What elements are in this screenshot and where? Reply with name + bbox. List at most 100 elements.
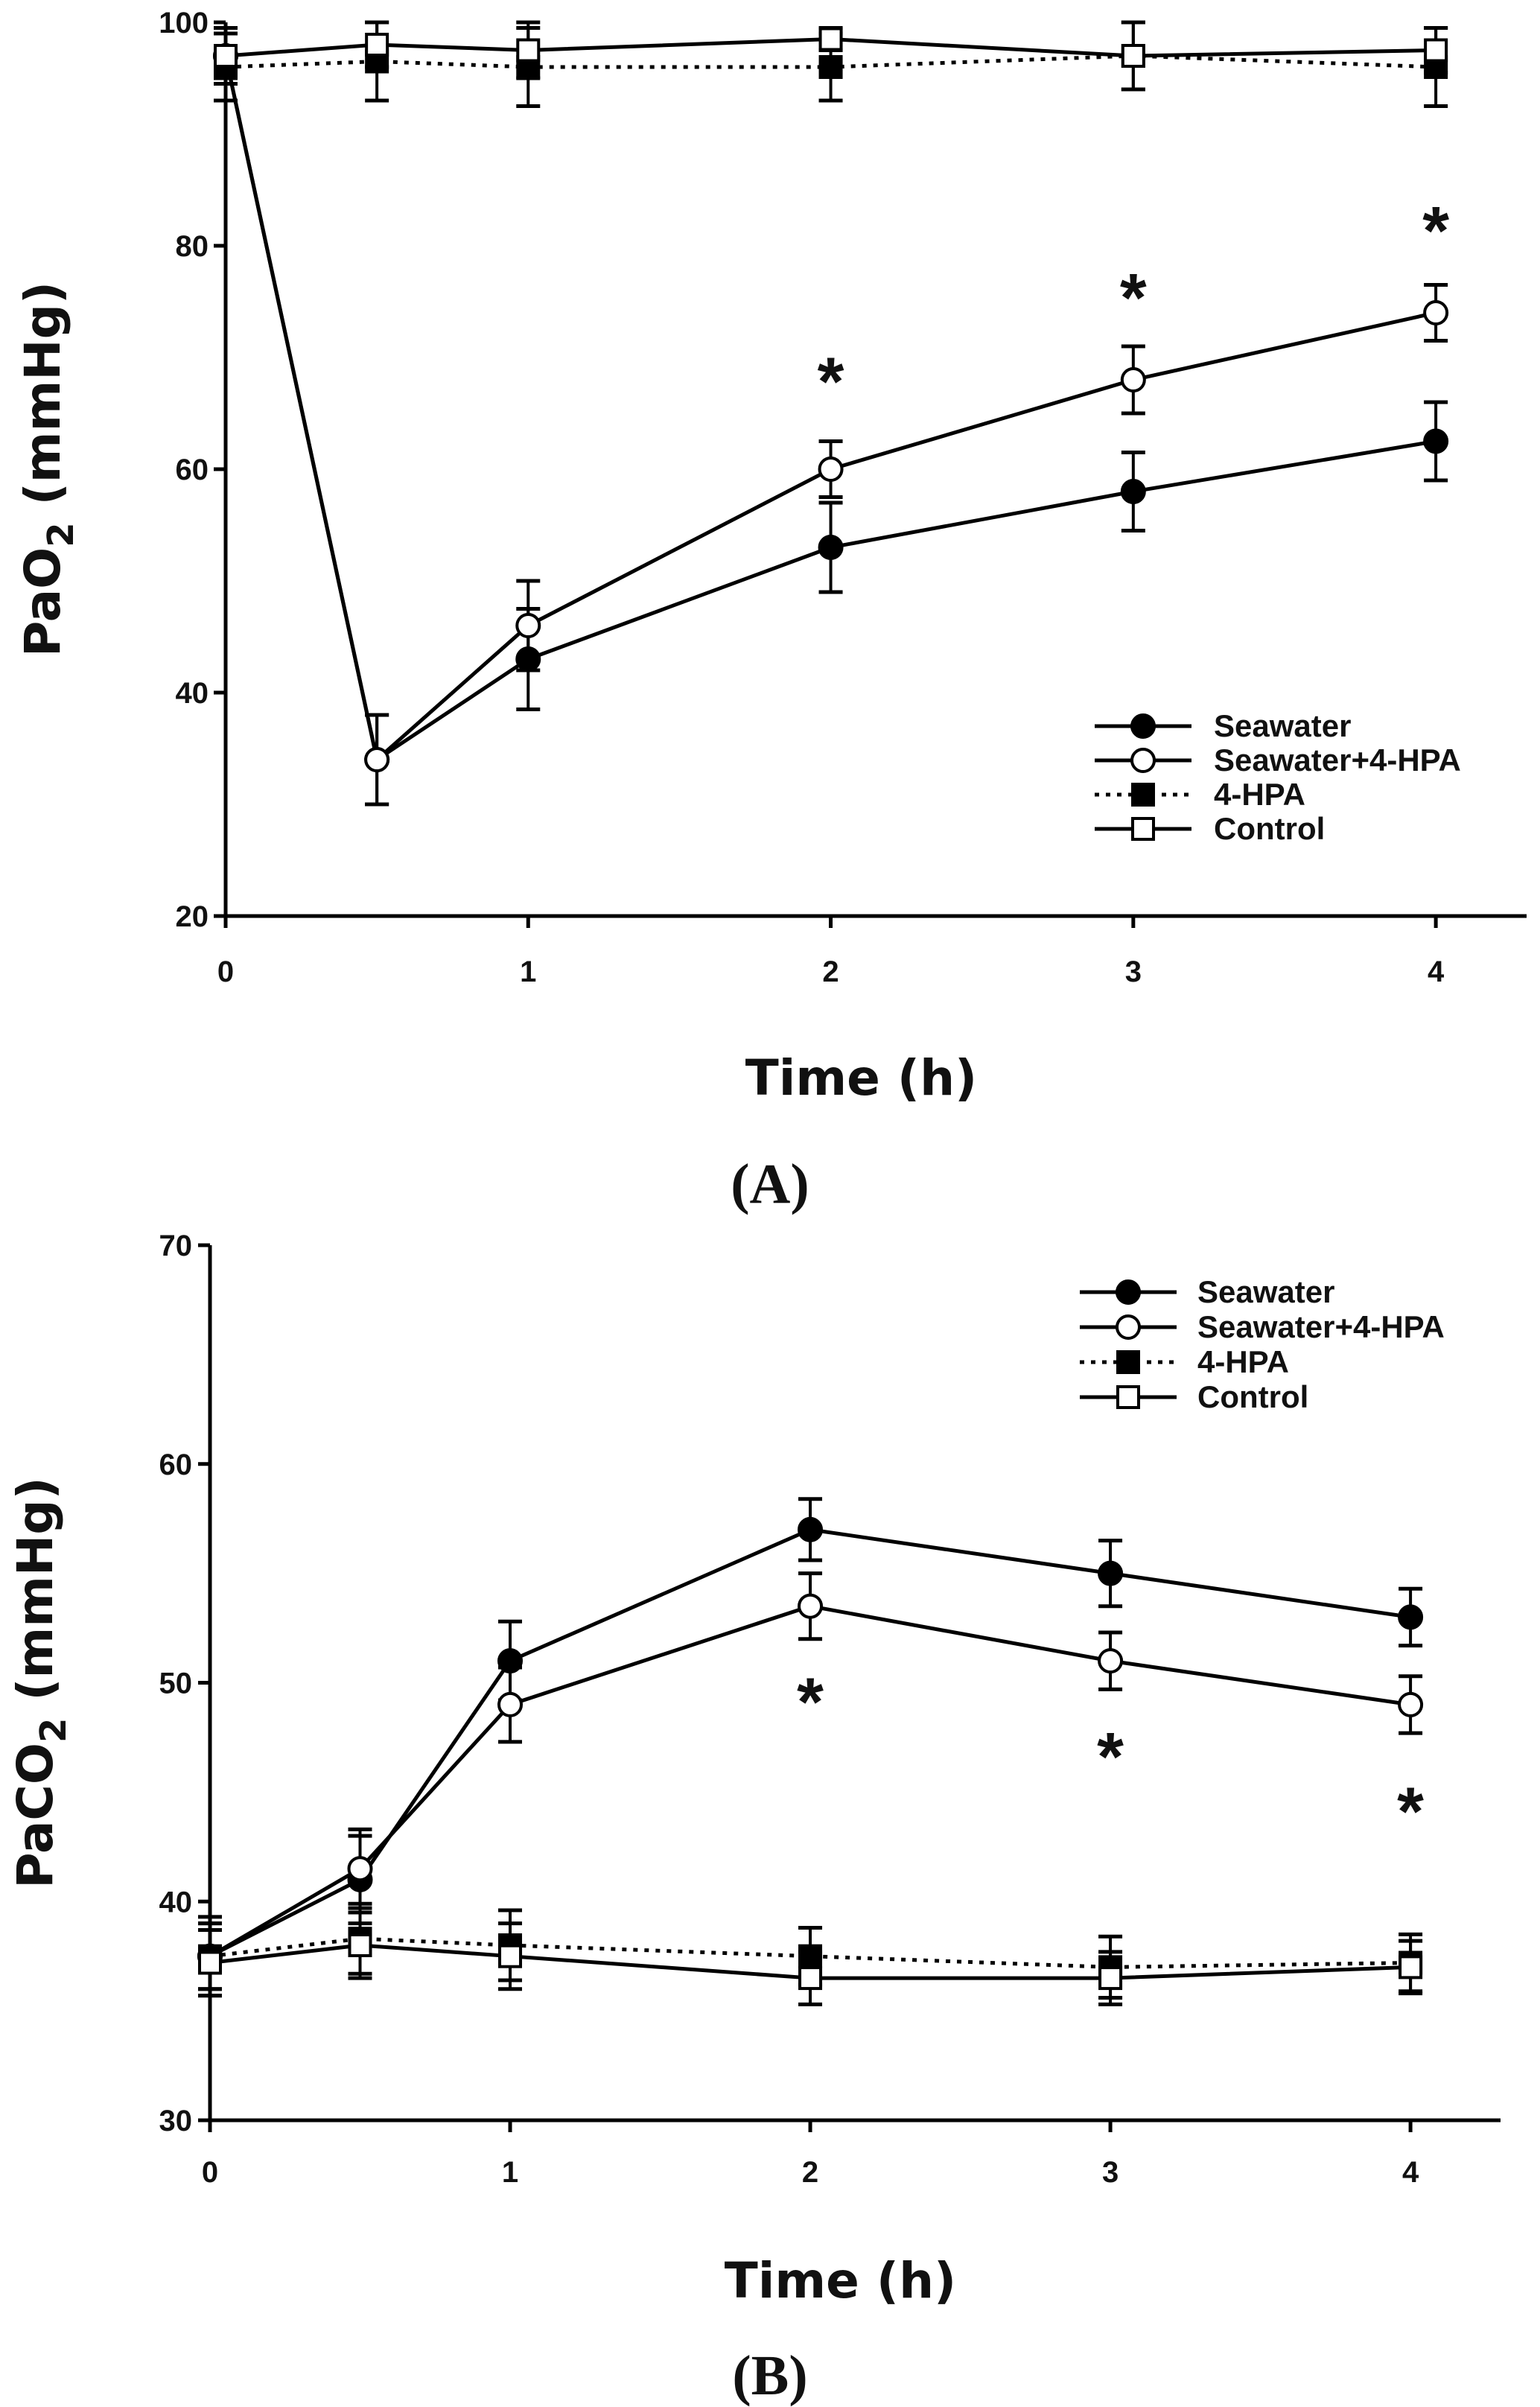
x-tick-label: 1 <box>502 2156 518 2189</box>
data-point <box>515 613 541 638</box>
data-point <box>348 1933 372 1957</box>
x-tick-label: 4 <box>1402 2156 1419 2189</box>
x-tick-label: 4 <box>1428 956 1445 988</box>
data-point <box>798 1516 824 1542</box>
legend-marker-control <box>1116 1385 1140 1409</box>
legend-marker-control <box>1131 817 1155 841</box>
data-point <box>818 27 843 51</box>
x-axis-label: Time (h) <box>745 1049 977 1107</box>
y-tick-label: 40 <box>176 677 209 710</box>
legend-label-control: Control <box>1197 1379 1308 1414</box>
data-point <box>497 1691 524 1717</box>
x-tick-label: 0 <box>217 956 234 988</box>
significance-star: * <box>818 344 844 420</box>
series-markers-control <box>198 1933 1423 1991</box>
x-tick-label: 2 <box>822 956 839 988</box>
data-point <box>1424 38 1448 63</box>
significance-star: * <box>1422 194 1449 270</box>
data-point <box>798 1593 824 1619</box>
legend-label-4-hpa: 4-HPA <box>1214 777 1305 812</box>
series-line-control <box>225 37 1436 58</box>
data-point <box>1423 428 1449 454</box>
series-markers-control <box>214 27 1448 68</box>
series-markers-seawater-plus-4-hpa <box>213 43 1449 772</box>
legend-marker-4-hpa <box>1131 783 1155 807</box>
series-line-seawater-plus-4-hpa <box>223 55 1436 762</box>
data-point <box>347 1856 373 1882</box>
x-tick-label: 3 <box>1102 2156 1119 2189</box>
data-point <box>516 38 541 63</box>
y-axis-label-subscript: 2 <box>40 522 82 547</box>
legend-marker-seawater <box>1116 1279 1141 1305</box>
data-point <box>798 1944 823 1968</box>
data-point <box>1120 367 1146 392</box>
data-point <box>1121 44 1145 68</box>
series-line-4-hpa <box>225 54 1436 69</box>
legend-label-4-hpa: 4-HPA <box>1197 1344 1289 1379</box>
panel-label-a: (A) <box>731 1153 809 1215</box>
data-point <box>818 535 844 560</box>
legend-label-seawater-plus-4-hpa: Seawater+4-HPA <box>1214 743 1461 778</box>
legend-label-control: Control <box>1214 811 1325 846</box>
data-point <box>818 457 844 482</box>
data-point <box>1098 1966 1123 1991</box>
legend-marker-seawater-plus-4-hpa <box>1130 748 1156 773</box>
y-tick-label: 80 <box>176 230 209 263</box>
data-point <box>515 646 541 672</box>
y-tick-label: 70 <box>159 1230 193 1262</box>
legend-label-seawater: Seawater <box>1214 708 1351 743</box>
series-line-seawater-plus-4-hpa <box>209 1604 1411 1958</box>
data-point <box>198 1950 222 1975</box>
y-tick-label: 100 <box>159 7 209 39</box>
legend-label-seawater-plus-4-hpa: Seawater+4-HPA <box>1197 1309 1445 1344</box>
x-tick-label: 0 <box>202 2156 218 2189</box>
legend-marker-seawater <box>1130 713 1156 739</box>
series-line-4-hpa <box>209 1936 1411 1969</box>
y-axis-label-main: PaO <box>14 547 71 657</box>
y-axis-label-subscript: 2 <box>33 1718 74 1743</box>
data-point <box>798 1966 823 1991</box>
data-point <box>365 33 389 57</box>
x-tick-label: 2 <box>802 2156 818 2189</box>
significance-star: * <box>797 1664 824 1740</box>
data-point <box>1120 479 1146 504</box>
x-tick-label: 1 <box>520 956 536 988</box>
y-tick-label: 60 <box>159 1449 193 1481</box>
data-point <box>1098 1560 1124 1586</box>
data-point <box>1398 1604 1424 1630</box>
x-axis-label: Time (h) <box>725 2252 956 2309</box>
significance-star: * <box>1120 261 1147 337</box>
series-line-control <box>209 1943 1411 1980</box>
data-point <box>1399 1955 1423 1980</box>
legend-marker-seawater-plus-4-hpa <box>1116 1314 1141 1340</box>
y-tick-label: 30 <box>159 2105 193 2137</box>
y-tick-label: 20 <box>176 900 209 933</box>
panel-label-b: (B) <box>732 2344 807 2407</box>
y-axis-label: PaO2 (mmHg) <box>14 282 82 657</box>
data-point <box>1098 1648 1124 1674</box>
series-line-seawater <box>209 1527 1411 1958</box>
y-tick-label: 60 <box>176 454 209 486</box>
data-point <box>364 747 390 772</box>
significance-star: * <box>1397 1774 1424 1850</box>
chart-panel-b: 30 40 50 60 70 0 1 2 3 4 Time (h) PaCO2 (mmHg) * * * Se… <box>7 1230 1501 2309</box>
data-point <box>1423 300 1449 325</box>
legend-marker-4-hpa <box>1116 1350 1140 1374</box>
data-point <box>818 55 843 79</box>
y-axis-label: PaCO2 (mmHg) <box>7 1477 74 1888</box>
legend-label-seawater: Seawater <box>1197 1274 1334 1309</box>
y-tick-label: 50 <box>159 1667 193 1700</box>
data-point <box>498 1944 523 1968</box>
x-tick-label: 3 <box>1125 956 1142 988</box>
y-axis-label-units: (mmHg) <box>7 1477 64 1717</box>
data-point <box>1398 1691 1424 1717</box>
data-point <box>497 1648 524 1674</box>
significance-star: * <box>1097 1719 1124 1795</box>
y-tick-label: 40 <box>159 1886 193 1918</box>
y-axis-label-units: (mmHg) <box>14 282 71 522</box>
